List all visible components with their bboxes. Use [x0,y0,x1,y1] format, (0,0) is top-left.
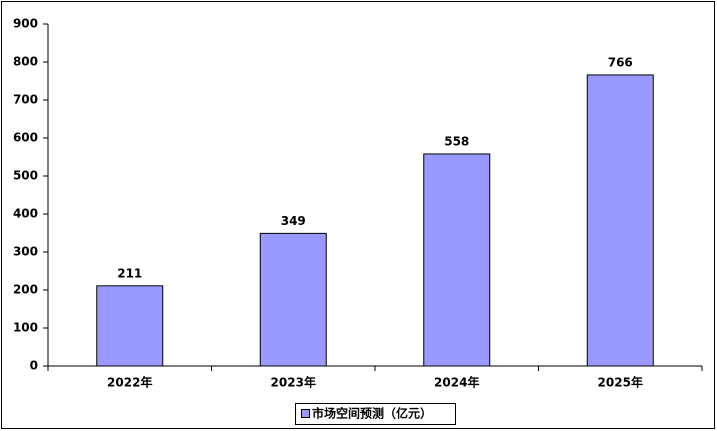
bar [586,74,654,367]
y-tick-label: 700 [13,93,38,107]
x-tick-label: 2023年 [271,375,316,390]
bar [96,285,164,367]
data-label: 211 [117,266,142,280]
data-label: 349 [281,214,306,228]
x-tick-label: 2024年 [434,375,479,390]
y-tick-label: 300 [13,245,38,259]
y-tick-label: 800 [13,55,38,69]
bar [259,232,327,367]
y-tick-label: 400 [13,207,38,221]
legend-box [295,403,456,425]
data-label: 766 [608,55,633,69]
y-tick-label: 500 [13,169,38,183]
y-tick-label: 600 [13,131,38,145]
data-label: 558 [444,134,469,148]
y-tick-label: 200 [13,283,38,297]
x-tick-label: 2025年 [598,375,643,390]
legend-swatch [301,409,310,418]
y-tick-label: 100 [13,321,38,335]
legend-label: 市场空间预测（亿元） [312,406,432,421]
y-tick-label: 0 [30,359,38,373]
bar [423,153,491,367]
y-tick-label: 900 [13,17,38,31]
x-tick-label: 2022年 [107,375,152,390]
